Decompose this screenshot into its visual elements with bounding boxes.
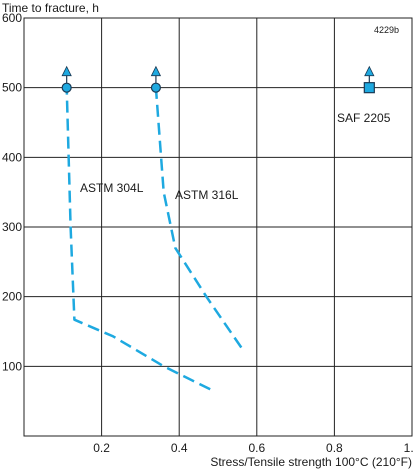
x-tick-label: 0.6 xyxy=(248,441,265,455)
y-tick-label: 400 xyxy=(2,150,22,164)
y-axis-title: Time to fracture, h xyxy=(2,1,99,15)
x-tick-label: 1.0 xyxy=(404,441,414,455)
series-label: ASTM 316L xyxy=(175,188,239,202)
series-label: SAF 2205 xyxy=(337,111,391,125)
figure-id-label: 4229b xyxy=(374,25,399,35)
x-tick-label: 0.2 xyxy=(93,441,110,455)
series-line-astm-304l xyxy=(65,87,211,391)
runout-arrow-head xyxy=(364,65,375,77)
x-tick-label: 0.8 xyxy=(326,441,343,455)
series-label: ASTM 304L xyxy=(80,181,144,195)
series-line-astm-316l xyxy=(154,87,243,349)
x-tick-label: 0.4 xyxy=(171,441,188,455)
y-tick-label: 200 xyxy=(2,290,22,304)
data-point-marker xyxy=(61,82,72,93)
marker-layer xyxy=(61,65,375,94)
runout-arrow-head xyxy=(61,65,72,77)
y-tick-label: 100 xyxy=(2,359,22,373)
series-layer xyxy=(65,87,243,391)
data-point-marker xyxy=(363,82,375,94)
y-tick-label: 300 xyxy=(2,220,22,234)
y-tick-label: 500 xyxy=(2,81,22,95)
x-axis-title: Stress/Tensile strength 100°C (210°F) xyxy=(210,455,412,469)
y-tick-label: 600 xyxy=(2,11,22,25)
runout-arrow-head xyxy=(150,65,162,77)
grid xyxy=(23,17,413,437)
data-point-marker xyxy=(150,82,162,93)
